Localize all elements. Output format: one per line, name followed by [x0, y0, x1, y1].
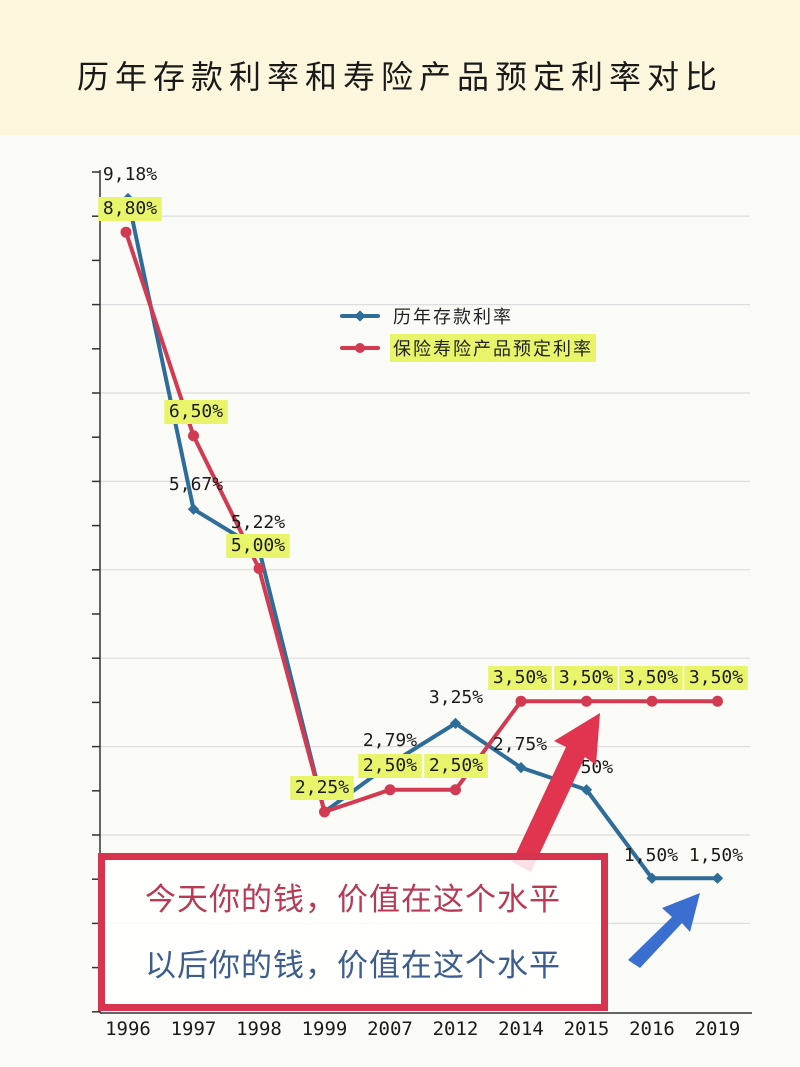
red-arrow-icon — [512, 713, 600, 872]
label-highlight — [290, 776, 354, 800]
legend-item-insurance: 保险寿险产品预定利率 — [340, 332, 596, 364]
chart-title: 历年存款利率和寿险产品预定利率对比 — [76, 58, 723, 96]
legend: 历年存款利率 保险寿险产品预定利率 — [340, 300, 596, 364]
callout-today-text: 今天你的钱，价值在这个水平 — [145, 882, 561, 918]
label-highlight — [554, 666, 618, 690]
x-axis-label: 1999 — [301, 1018, 348, 1040]
x-axis-label: 2015 — [563, 1018, 610, 1040]
data-label: 2,50% — [363, 755, 417, 776]
data-label: 3,50% — [624, 667, 678, 688]
label-highlight — [358, 754, 422, 778]
data-label: 5,67% — [169, 474, 223, 495]
x-axis-label: 2016 — [629, 1018, 675, 1040]
x-axis-label: 1997 — [170, 1018, 217, 1040]
data-point-diamond-icon — [580, 784, 593, 796]
annotation-arrows — [512, 713, 700, 968]
label-highlight — [98, 197, 162, 221]
series-line — [126, 198, 718, 881]
series-line — [124, 231, 718, 814]
blue-arrow-icon — [628, 893, 700, 968]
data-label: 6,50% — [169, 401, 223, 422]
data-label: 1,50% — [624, 845, 678, 866]
data-label: 2,79% — [363, 730, 417, 751]
data-label: 2,75% — [493, 734, 547, 755]
deposit-rate-series — [122, 192, 724, 884]
x-axis-label: 2014 — [498, 1018, 544, 1040]
annotation-callout-box: 今天你的钱，价值在这个水平 以后你的钱，价值在这个水平 — [98, 853, 608, 1011]
data-label: 3,25% — [429, 687, 483, 708]
callout-future-text: 以后你的钱，价值在这个水平 — [145, 948, 561, 984]
deposit-swatch-icon — [340, 305, 380, 327]
data-label: 1,50% — [689, 845, 743, 866]
data-point-circle-icon — [188, 430, 199, 442]
data-point-circle-icon — [646, 695, 658, 707]
data-label: 3,50% — [493, 667, 547, 688]
label-highlight — [424, 754, 488, 778]
x-axis-labels: 1996 1997 1998 1999 2007 2012 2014 2015 2016 2019 — [0, 1018, 800, 1048]
data-point-diamond-icon — [449, 717, 462, 730]
legend-label-insurance: 保险寿险产品预定利率 — [390, 334, 596, 362]
data-point-circle-icon — [581, 695, 592, 707]
data-label: 5,22% — [231, 512, 285, 533]
x-axis-label: 2019 — [694, 1018, 741, 1040]
label-highlight — [684, 666, 748, 690]
x-axis-label: 2007 — [367, 1018, 413, 1040]
data-label: 2,25% — [295, 777, 349, 798]
label-highlight — [226, 534, 290, 558]
data-label: 2,50% — [429, 755, 483, 776]
data-point-circle-icon — [712, 695, 723, 707]
data-point-diamond-icon — [711, 872, 724, 884]
data-labels: 9,18% 5,67% 5,22% 2,79% 3,25% 2,75% 2,50% 1,50%… — [98, 164, 748, 866]
data-point-circle-icon — [515, 695, 527, 707]
gridlines — [100, 215, 750, 925]
data-label: 9,18% — [103, 164, 157, 185]
title-band — [0, 0, 800, 135]
label-highlight — [164, 400, 228, 424]
legend-item-deposit: 历年存款利率 — [340, 300, 596, 332]
x-axis-label: 2012 — [432, 1018, 479, 1040]
x-axis-label: 1998 — [236, 1018, 282, 1040]
data-point-circle-icon — [253, 563, 265, 574]
data-point-diamond-icon — [187, 503, 200, 515]
data-point-circle-icon — [450, 784, 461, 796]
x-axis-label: 1996 — [105, 1018, 151, 1040]
data-label: 8,80% — [103, 198, 157, 219]
legend-label-deposit: 历年存款利率 — [393, 307, 513, 328]
data-point-diamond-icon — [515, 761, 527, 774]
data-point-circle-icon — [319, 806, 330, 818]
insurance-swatch-icon — [340, 337, 380, 359]
label-highlight — [488, 666, 552, 690]
data-point-circle-icon — [384, 784, 396, 796]
data-label: 3,50% — [689, 667, 743, 688]
data-label: 5,00% — [231, 535, 285, 556]
data-point-circle-icon — [120, 226, 132, 238]
data-label: 3,50% — [559, 667, 613, 688]
insurance-rate-series — [120, 226, 723, 818]
label-highlight — [619, 666, 683, 690]
data-point-diamond-icon — [646, 872, 658, 884]
